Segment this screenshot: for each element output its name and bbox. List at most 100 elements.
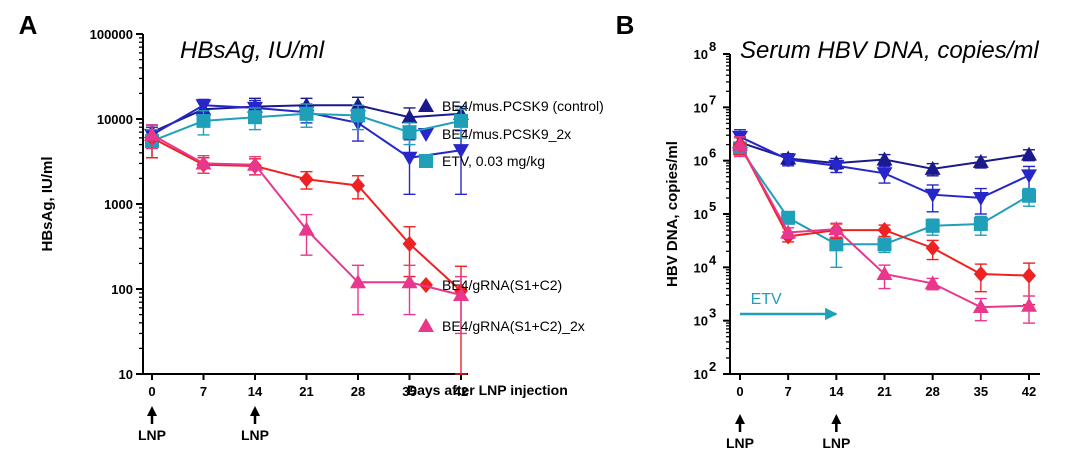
legend-label: BE4/mus.PCSK9 (control) <box>442 98 604 114</box>
lnp-label: LNP <box>138 427 166 443</box>
y-tick-exponent: 2 <box>709 359 716 374</box>
data-point <box>876 167 893 182</box>
data-point <box>196 113 211 128</box>
x-tick-label: 35 <box>974 384 988 399</box>
data-point <box>925 218 940 233</box>
panel-a: A HBsAg, IU/ml HBsAg, IU/ml 10 100 1000 10000 1… <box>19 10 604 443</box>
legend-label: ETV, 0.03 mg/kg <box>442 153 545 169</box>
lnp-arrow-head <box>831 414 842 424</box>
y-tick-exponent: 8 <box>709 39 716 54</box>
y-tick-label: 1000 <box>104 197 133 212</box>
x-tick-label: 7 <box>200 384 207 399</box>
data-point <box>401 109 418 124</box>
y-tick-label: 10 <box>694 367 708 382</box>
y-tick-label: 100000 <box>90 27 133 42</box>
x-tick-label: 7 <box>785 384 792 399</box>
y-axis-title: HBsAg, IU/ml <box>39 156 56 251</box>
y-tick-label: 10 <box>694 314 708 329</box>
x-tick-label: 42 <box>1022 384 1036 399</box>
data-point <box>876 151 893 166</box>
y-axis-title: HBV DNA, copies/ml <box>664 141 681 287</box>
data-point <box>351 177 365 194</box>
panel-letter: B <box>616 10 635 40</box>
series <box>732 136 1037 324</box>
legend-marker <box>419 154 433 168</box>
y-tick-label: 10000 <box>97 112 133 127</box>
x-axis-title: Days after LNP injection <box>407 382 568 398</box>
panel-b: B Serum HBV DNA, copies/ml HBV DNA, copies… <box>616 10 1040 451</box>
y-tick-label: 10 <box>694 260 708 275</box>
data-point <box>972 153 989 168</box>
y-tick-exponent: 5 <box>709 199 716 214</box>
chart-title: Serum HBV DNA, copies/ml <box>740 37 1039 64</box>
data-point <box>248 110 262 125</box>
data-point <box>1021 297 1037 312</box>
y-tick-label: 100 <box>111 282 133 297</box>
panel-letter: A <box>19 10 38 40</box>
x-tick-label: 21 <box>299 384 313 399</box>
legend-label: BE4/gRNA(S1+C2) <box>442 277 562 293</box>
x-tick-label: 35 <box>402 384 416 399</box>
data-point <box>925 240 940 257</box>
data-point <box>195 99 212 114</box>
data-point <box>924 188 941 203</box>
data-point <box>924 275 941 290</box>
data-point <box>453 144 469 159</box>
x-tick-label: 28 <box>351 384 365 399</box>
data-point <box>298 221 315 236</box>
legend-label: BE4/mus.PCSK9_2x <box>442 126 571 142</box>
series <box>145 103 468 159</box>
etv-label: ETV <box>751 291 782 308</box>
legend-label: BE4/gRNA(S1+C2)_2x <box>442 318 585 334</box>
x-tick-label: 21 <box>877 384 891 399</box>
lnp-label: LNP <box>822 435 850 451</box>
data-point <box>454 113 468 128</box>
data-point <box>877 222 892 239</box>
data-point <box>401 274 418 289</box>
x-tick-label: 0 <box>148 384 155 399</box>
data-point <box>402 235 417 252</box>
x-tick-label: 42 <box>454 384 468 399</box>
x-tick-label: 14 <box>829 384 844 399</box>
lnp-arrow-head <box>735 414 745 424</box>
y-tick-exponent: 7 <box>709 92 716 107</box>
data-point <box>1022 188 1036 203</box>
x-tick-label: 14 <box>248 384 263 399</box>
data-point <box>828 159 845 174</box>
y-tick-label: 10 <box>694 100 708 115</box>
data-point <box>350 97 366 112</box>
data-point <box>876 265 893 280</box>
data-point <box>351 108 365 123</box>
data-point <box>299 106 314 121</box>
data-point <box>299 171 314 188</box>
data-point <box>973 265 988 282</box>
x-tick-label: 28 <box>925 384 939 399</box>
data-point <box>1021 146 1037 161</box>
data-point <box>1022 267 1036 284</box>
data-point <box>144 126 160 141</box>
legend-marker <box>418 98 434 112</box>
data-point <box>453 286 469 301</box>
chart-title: HBsAg, IU/ml <box>180 37 325 64</box>
data-point <box>402 125 417 140</box>
y-tick-exponent: 4 <box>709 252 717 267</box>
data-point <box>877 237 892 252</box>
y-tick-label: 10 <box>694 154 708 169</box>
lnp-arrow-head <box>250 406 260 416</box>
legend-marker <box>419 277 433 293</box>
lnp-arrow-head <box>147 406 157 416</box>
data-point <box>350 274 366 289</box>
y-tick-label: 10 <box>694 47 708 62</box>
data-point <box>972 299 989 314</box>
data-point <box>828 221 845 236</box>
data-point <box>973 216 988 231</box>
legend-marker <box>418 318 434 332</box>
data-point <box>195 155 212 170</box>
series <box>144 124 469 335</box>
data-point <box>1021 169 1037 184</box>
y-tick-exponent: 3 <box>709 306 716 321</box>
data-point <box>781 210 796 225</box>
lnp-label: LNP <box>241 427 269 443</box>
y-tick-exponent: 6 <box>709 146 716 161</box>
legend-marker <box>418 128 434 142</box>
